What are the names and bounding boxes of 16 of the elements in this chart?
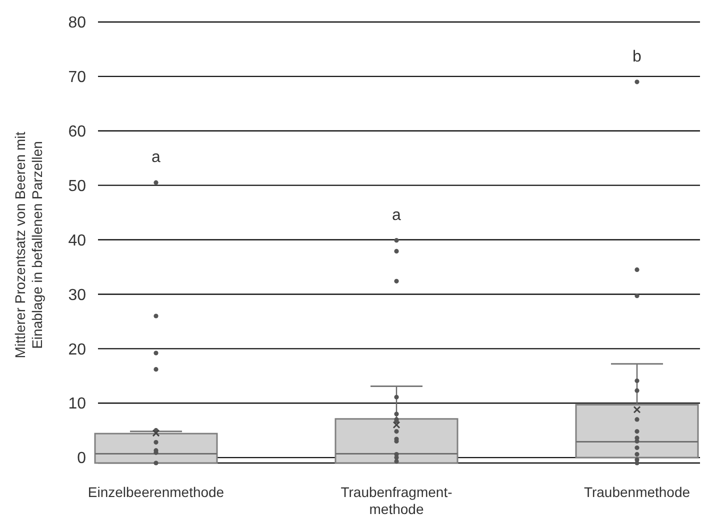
annotation: a <box>392 206 402 224</box>
y-tick-label: 80 <box>68 14 86 32</box>
annotation: a <box>152 149 161 166</box>
x-tick-label: Traubenmethode <box>584 484 690 500</box>
annotation: b <box>632 48 642 66</box>
y-tick-label: 60 <box>68 123 86 140</box>
x-tick-label: Traubenfragment- methode <box>340 484 453 517</box>
y-tick-label: 40 <box>68 232 86 250</box>
y-tick-label: 0 <box>77 450 86 468</box>
y-tick-label: 30 <box>68 286 86 304</box>
y-axis-title: Mittlerer Prozentsatz von Beeren mit Einablage in befallenen Parzellen <box>12 132 45 358</box>
y-tick-label: 70 <box>68 69 86 86</box>
y-tick-label: 50 <box>68 178 86 195</box>
y-tick-label: 20 <box>68 341 86 358</box>
y-tick-label: 10 <box>68 396 86 413</box>
x-tick-label: Einzelbeerenmethode <box>88 484 224 500</box>
